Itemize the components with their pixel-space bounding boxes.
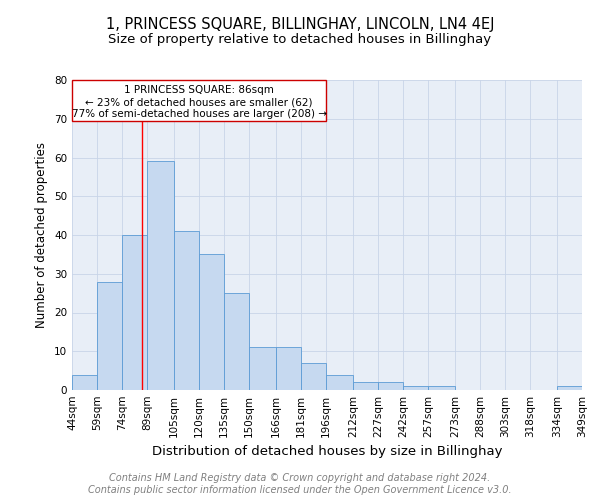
Bar	[174, 231, 199, 390]
Bar	[199, 254, 224, 390]
Text: 1 PRINCESS SQUARE: 86sqm: 1 PRINCESS SQUARE: 86sqm	[124, 84, 274, 94]
Bar	[582, 386, 600, 390]
Bar	[428, 386, 455, 390]
Bar	[403, 386, 428, 390]
Bar	[72, 374, 97, 390]
Bar	[224, 293, 249, 390]
Bar	[353, 382, 378, 390]
Bar	[122, 235, 147, 390]
Bar	[557, 386, 582, 390]
Bar	[301, 363, 326, 390]
Bar	[249, 348, 276, 390]
Text: 77% of semi-detached houses are larger (208) →: 77% of semi-detached houses are larger (…	[71, 109, 326, 119]
FancyBboxPatch shape	[72, 80, 326, 120]
Bar	[147, 162, 174, 390]
Text: ← 23% of detached houses are smaller (62): ← 23% of detached houses are smaller (62…	[85, 98, 313, 108]
X-axis label: Distribution of detached houses by size in Billinghay: Distribution of detached houses by size …	[152, 446, 502, 458]
Bar	[326, 374, 353, 390]
Text: Size of property relative to detached houses in Billinghay: Size of property relative to detached ho…	[109, 32, 491, 46]
Bar	[378, 382, 403, 390]
Text: Contains HM Land Registry data © Crown copyright and database right 2024.
Contai: Contains HM Land Registry data © Crown c…	[88, 474, 512, 495]
Bar	[97, 282, 122, 390]
Bar	[276, 348, 301, 390]
Y-axis label: Number of detached properties: Number of detached properties	[35, 142, 49, 328]
Text: 1, PRINCESS SQUARE, BILLINGHAY, LINCOLN, LN4 4EJ: 1, PRINCESS SQUARE, BILLINGHAY, LINCOLN,…	[106, 18, 494, 32]
